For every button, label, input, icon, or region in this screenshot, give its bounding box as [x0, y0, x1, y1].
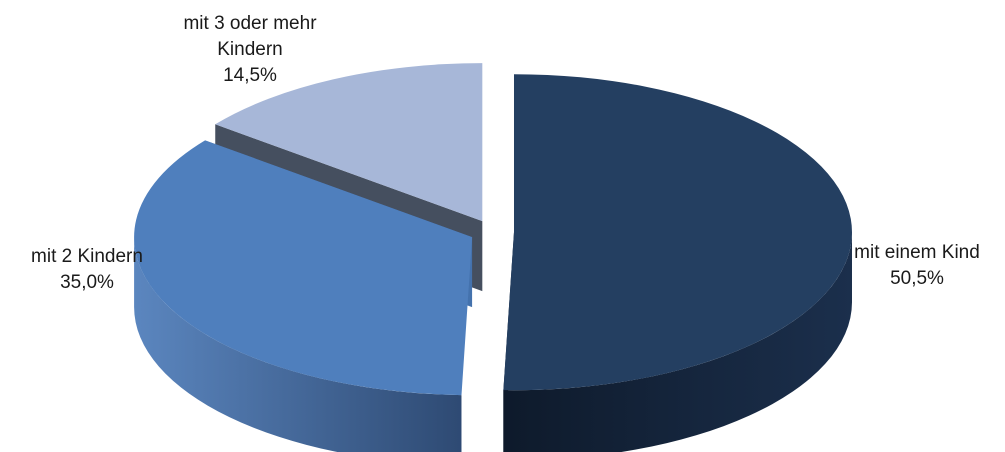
slice-label-text: Kindern [217, 39, 283, 60]
slice-label-one-child: mit einem Kind 50,5% [832, 240, 1002, 292]
slice-outer-wall [503, 232, 852, 452]
slice-label-text: mit einem Kind [854, 242, 980, 263]
slice-label-two-children: mit 2 Kindern 35,0% [2, 244, 172, 296]
slice-label-text: mit 3 oder mehr [183, 13, 317, 34]
slice-value: 14,5% [223, 65, 277, 86]
pie-slice [134, 140, 473, 396]
slice-value: 50,5% [890, 268, 944, 289]
pie-slice-group [503, 74, 852, 452]
pie-slice [503, 74, 852, 391]
pie-slice-group [134, 140, 473, 452]
pie-slice [215, 63, 483, 222]
slice-value: 35,0% [60, 272, 114, 293]
slice-label-text: mit 2 Kindern [31, 246, 143, 267]
slice-label-three-or-more: mit 3 oder mehr Kindern 14,5% [150, 11, 350, 89]
slice-outer-wall [134, 237, 462, 452]
